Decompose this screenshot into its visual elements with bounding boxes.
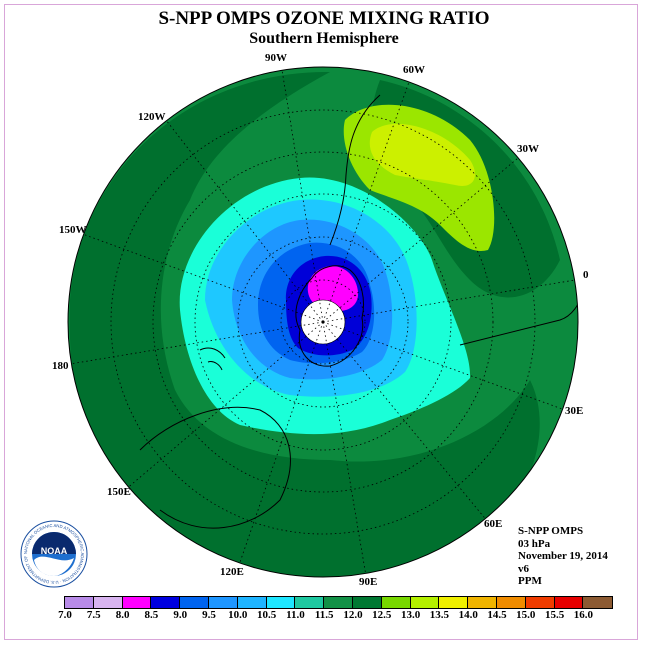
lon-label-90e: 90E bbox=[359, 576, 378, 588]
colorbar-swatch bbox=[237, 597, 267, 608]
instrument-label: S-NPP OMPS bbox=[518, 525, 584, 537]
colorbar-swatch bbox=[583, 597, 613, 608]
figure-frame bbox=[4, 4, 638, 640]
colorbar-swatch bbox=[180, 597, 209, 608]
noaa-logo: NATIONAL OCEANIC AND ATMOSPHERIC ADMINIS… bbox=[20, 520, 88, 588]
colorbar-tick-label: 15.5 bbox=[544, 609, 565, 621]
new-zealand-coast bbox=[199, 347, 226, 371]
colorbar-tick-label: 12.5 bbox=[372, 609, 392, 621]
colorbar-tick-label: 8.0 bbox=[115, 609, 130, 621]
lon-label-30e: 30E bbox=[565, 405, 584, 417]
colorbar-tick-label: 10.5 bbox=[256, 609, 277, 621]
colorbar-swatch bbox=[352, 597, 382, 608]
colorbar-tick-label: 16.0 bbox=[573, 609, 594, 621]
pressure-level-label: 03 hPa bbox=[518, 537, 551, 550]
colorbar-tick-label: 14.0 bbox=[458, 609, 478, 621]
lon-label-180: 180 bbox=[52, 360, 69, 372]
colorbar-tick-label: 7.0 bbox=[58, 609, 72, 621]
colorbar-swatch bbox=[381, 597, 411, 608]
colorbar-tick-label: 9.0 bbox=[173, 609, 188, 621]
colorbar-tick-label: 15.0 bbox=[516, 609, 536, 621]
version-label: v6 bbox=[518, 562, 529, 575]
map-boundary bbox=[67, 66, 579, 578]
product-info: S-NPP OMPS 03 hPa November 19, 2014 v6 P… bbox=[518, 525, 608, 588]
colorbar-swatch bbox=[439, 597, 469, 608]
colorbar-swatch bbox=[65, 597, 94, 608]
noaa-logo-text: NOAA bbox=[41, 546, 68, 556]
units-label: PPM bbox=[518, 575, 542, 587]
lon-label-150e: 150E bbox=[107, 486, 131, 498]
colorbar-swatch bbox=[122, 597, 152, 608]
lon-label-30w: 30W bbox=[517, 143, 539, 155]
colorbar-tick-label: 8.5 bbox=[144, 609, 159, 621]
colorbar-tick-label: 14.5 bbox=[487, 609, 507, 621]
lon-label-150w: 150W bbox=[59, 224, 87, 236]
graticule bbox=[69, 69, 576, 577]
ozone-max-inner bbox=[369, 123, 475, 186]
lon-label-120w: 120W bbox=[138, 111, 166, 123]
colorbar-swatch bbox=[324, 597, 353, 608]
colorbar-swatch bbox=[266, 597, 296, 608]
colorbar-swatch bbox=[151, 597, 181, 608]
colorbar-tick-label: 7.5 bbox=[86, 609, 101, 621]
colorbar-swatch bbox=[525, 597, 555, 608]
lon-label-60e: 60E bbox=[484, 518, 503, 530]
lon-label-60w: 60W bbox=[403, 64, 425, 76]
colorbar-swatch bbox=[410, 597, 440, 608]
colorbar-swatch bbox=[468, 597, 497, 608]
dark-green-region bbox=[69, 71, 540, 577]
colorbar-tick-label: 13.0 bbox=[400, 609, 421, 621]
map-subtitle: Southern Hemisphere bbox=[249, 30, 399, 47]
colorbar-swatch bbox=[554, 597, 584, 608]
colorbar-tick-label: 13.5 bbox=[429, 609, 450, 621]
colorbar-tick-label: 11.0 bbox=[286, 609, 305, 621]
colorbar-swatch bbox=[93, 597, 123, 608]
colorbar-tick-label: 10.0 bbox=[228, 609, 248, 621]
colorbar-tick-label: 11.5 bbox=[314, 609, 334, 621]
antarctica-coast bbox=[295, 265, 364, 367]
date-label: November 19, 2014 bbox=[518, 550, 608, 562]
colorbar-tick-label: 12.0 bbox=[343, 609, 363, 621]
ozone-min-magenta bbox=[307, 266, 359, 312]
colorbar-swatch bbox=[295, 597, 325, 608]
colorbar-tick-label: 9.5 bbox=[202, 609, 216, 621]
map-title: S-NPP OMPS OZONE MIXING RATIO bbox=[158, 8, 490, 29]
south-america-coast bbox=[329, 94, 381, 246]
lon-label-120e: 120E bbox=[220, 566, 244, 578]
colorbar-swatch bbox=[496, 597, 526, 608]
lon-label-90w: 90W bbox=[265, 52, 287, 64]
australia-coast bbox=[139, 406, 291, 529]
africa-coast bbox=[459, 289, 578, 346]
lon-label-0: 0 bbox=[583, 269, 589, 281]
colorbar-swatch bbox=[208, 597, 238, 608]
colorbar bbox=[64, 596, 614, 609]
